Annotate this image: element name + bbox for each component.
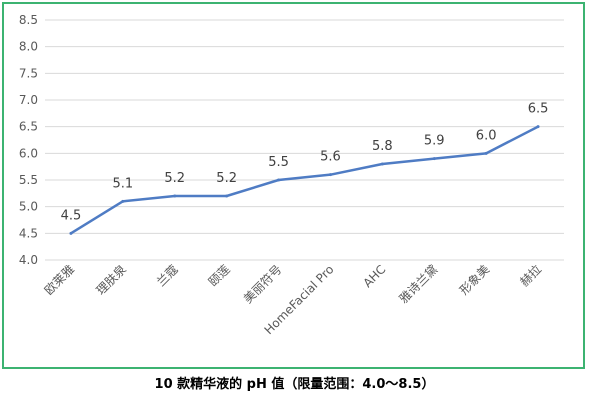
series-line — [70, 125, 539, 235]
x-tick-label: AHC — [360, 262, 388, 290]
data-label: 5.2 — [216, 171, 237, 186]
data-label: 5.6 — [320, 150, 341, 165]
series-line-layer — [69, 125, 540, 235]
data-point — [173, 194, 177, 198]
data-label: 5.5 — [268, 155, 289, 170]
grid-lines — [45, 19, 564, 261]
x-tick-label: 美丽符号 — [240, 262, 285, 307]
data-label: 6.0 — [476, 128, 497, 143]
x-tick-label: 雅诗兰黛 — [396, 262, 441, 307]
line-chart: 4.0 4.5 5.0 5.5 6.0 6.5 7.0 7.5 8.0 8.5 欧莱雅 理肤泉 兰蔻颐… — [19, 13, 564, 338]
data-point — [121, 199, 125, 203]
x-tick-label: 欧莱雅 — [41, 262, 77, 298]
data-point — [536, 125, 540, 129]
chart-caption: 10 款精华液的 pH 值（限量范围：4.0～8.5） — [154, 377, 435, 392]
data-point — [380, 162, 384, 166]
x-tick-label: 颐莲 — [206, 262, 233, 289]
x-tick-label: 理肤泉 — [93, 262, 129, 298]
x-tick-label: 兰蔻 — [154, 262, 181, 289]
data-label: 6.5 — [528, 102, 549, 117]
y-tick-label: 6.5 — [19, 120, 38, 134]
data-point — [432, 157, 436, 161]
data-label: 5.1 — [113, 176, 134, 191]
y-tick-label: 7.0 — [19, 93, 38, 107]
x-tick-label: 赫拉 — [517, 262, 545, 290]
y-tick-label: 4.5 — [19, 226, 38, 240]
data-label: 5.8 — [372, 139, 393, 154]
data-label: 4.5 — [61, 208, 82, 223]
y-tick-label: 8.5 — [19, 13, 38, 27]
data-point — [484, 151, 488, 155]
data-point — [225, 194, 229, 198]
y-axis-ticks: 4.0 4.5 5.0 5.5 6.0 6.5 7.0 7.5 8.0 8.5 — [19, 13, 38, 267]
y-tick-label: 7.5 — [19, 66, 38, 80]
data-labels: 4.5 5.1 5.2 5.2 5.5 5.6 5.8 5.9 6.0 6.5 — [61, 102, 549, 224]
data-point — [277, 178, 281, 182]
data-label: 5.2 — [164, 171, 185, 186]
data-point — [328, 173, 332, 177]
chart-frame: 4.0 4.5 5.0 5.5 6.0 6.5 7.0 7.5 8.0 8.5 欧莱雅 理肤泉 兰蔻颐… — [2, 2, 585, 369]
y-tick-label: 4.0 — [19, 253, 38, 267]
data-point — [69, 231, 73, 235]
y-tick-label: 5.5 — [19, 173, 38, 187]
y-tick-label: 5.0 — [19, 200, 38, 214]
y-tick-label: 8.0 — [19, 40, 38, 54]
y-tick-label: 6.0 — [19, 146, 38, 160]
data-label: 5.9 — [424, 134, 445, 149]
x-tick-label: 形象美 — [457, 262, 492, 297]
